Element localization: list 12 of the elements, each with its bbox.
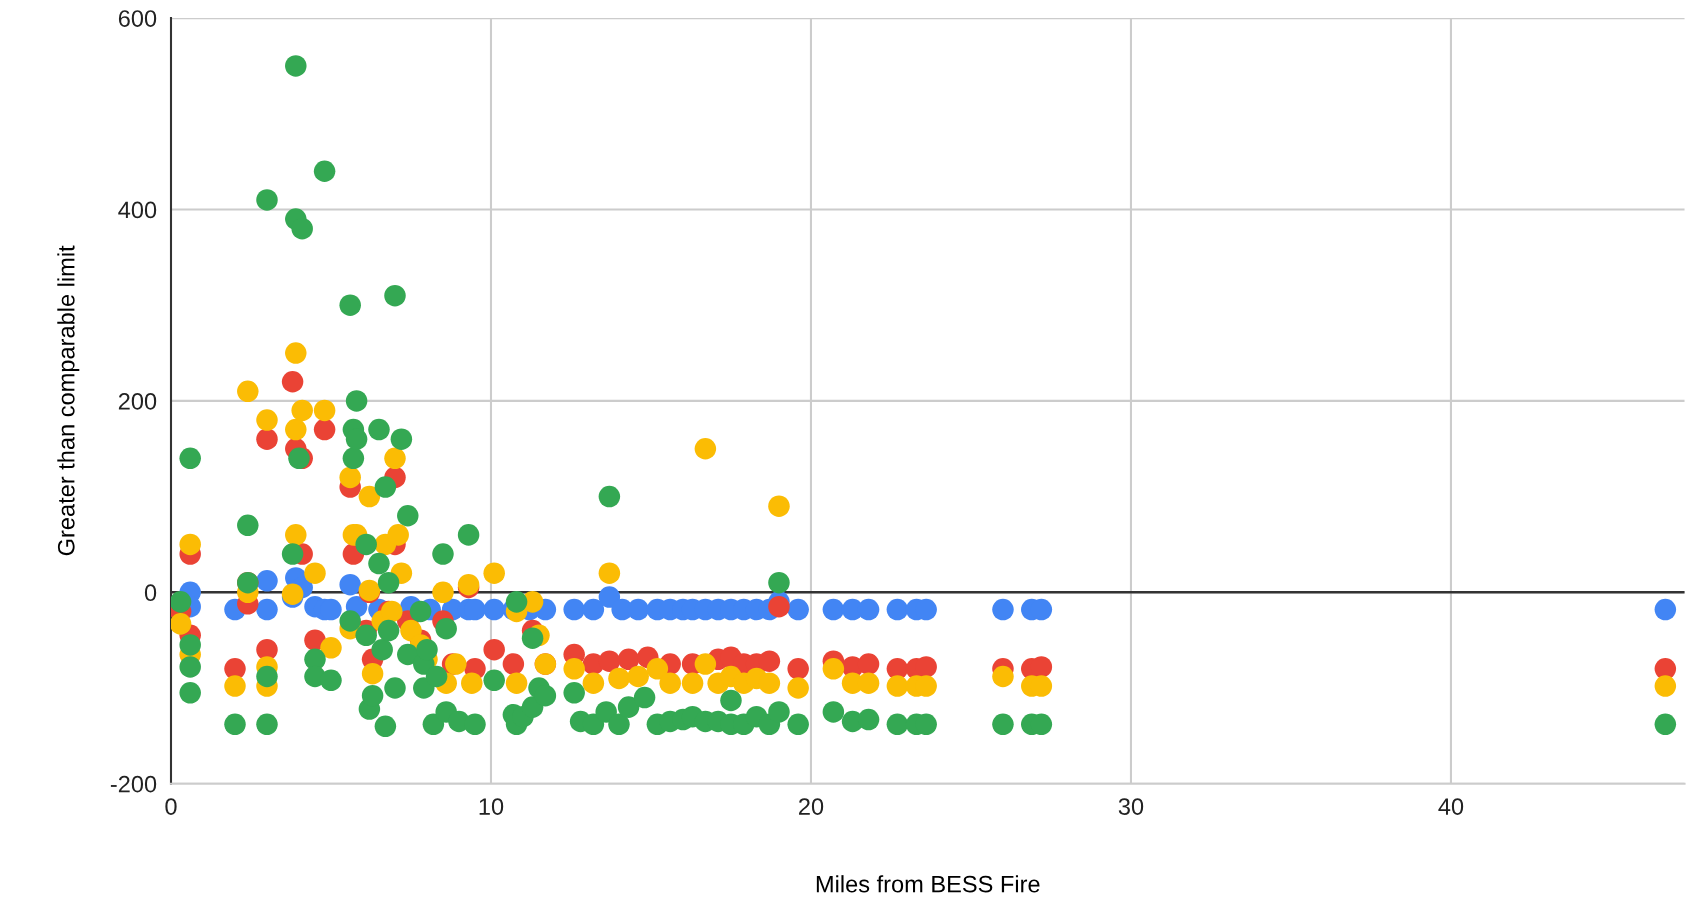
y-tick-label: 600: [118, 10, 157, 27]
y-tick-label: -200: [110, 775, 157, 793]
y-tick-label: 200: [118, 392, 157, 410]
x-tick-label: 20: [799, 798, 824, 815]
y-axis-title: Greater than comparable limit: [57, 245, 80, 556]
x-tick-label: 0: [165, 798, 177, 815]
x-tick-label: 30: [1118, 798, 1144, 815]
y-tick-label: 400: [118, 201, 157, 219]
x-tick-label: 10: [479, 798, 504, 815]
x-axis-title: Miles from BESS Fire: [816, 875, 1040, 893]
x-tick-label: 40: [1438, 798, 1464, 815]
y-tick-label: 0: [144, 584, 157, 602]
